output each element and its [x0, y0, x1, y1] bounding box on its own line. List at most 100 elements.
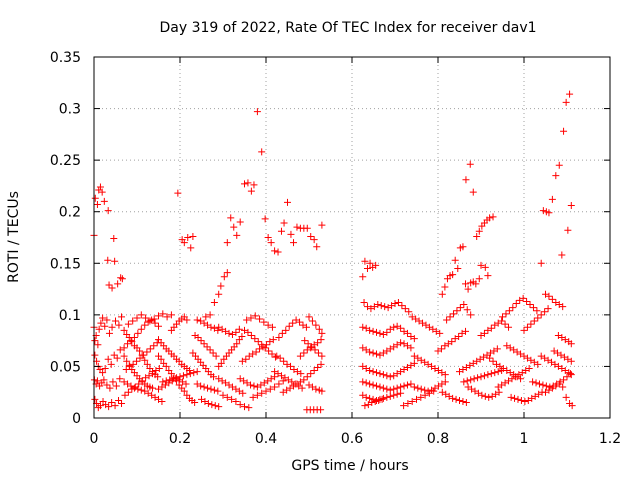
- data-point: [120, 344, 128, 352]
- data-point: [130, 334, 138, 342]
- data-point: [462, 176, 470, 184]
- data-point: [391, 300, 399, 308]
- y-tick-label: 0.3: [59, 102, 81, 118]
- axis-ticks: 0 0.2 0.4 0.6 0.8 1 1.2 0 0.05 0.1 0.15 0.2 0.25 0.3 0…: [50, 50, 621, 447]
- data-point: [151, 319, 159, 327]
- data-point: [186, 370, 194, 378]
- x-tick-label: 0: [90, 431, 99, 447]
- data-point: [249, 393, 257, 401]
- data-point: [304, 340, 312, 348]
- data-point: [155, 364, 163, 372]
- data-point: [142, 314, 150, 322]
- data-point: [265, 347, 273, 355]
- data-point: [311, 346, 319, 354]
- data-point: [366, 259, 374, 267]
- data-point: [138, 377, 146, 385]
- data-point: [207, 385, 215, 393]
- data-point: [209, 349, 217, 357]
- data-point: [98, 188, 106, 196]
- data-point: [400, 382, 408, 390]
- data-point: [214, 387, 222, 395]
- data-point: [449, 271, 457, 279]
- data-point: [238, 333, 246, 341]
- data-point: [449, 310, 457, 318]
- data-point: [360, 298, 368, 306]
- data-point: [289, 319, 297, 327]
- data-point: [566, 90, 574, 98]
- data-point: [217, 282, 225, 290]
- data-point: [284, 198, 291, 206]
- data-point: [146, 345, 154, 353]
- data-point: [523, 323, 531, 331]
- data-point: [91, 395, 99, 403]
- data-point: [437, 345, 445, 353]
- data-point: [452, 395, 460, 403]
- data-point: [91, 351, 99, 359]
- data-points: [90, 90, 576, 414]
- data-point: [159, 310, 167, 318]
- data-point: [230, 223, 238, 231]
- data-point: [228, 395, 236, 403]
- data-point: [293, 223, 301, 231]
- data-point: [261, 215, 269, 223]
- data-point: [480, 372, 488, 380]
- data-point: [509, 304, 517, 312]
- data-point: [477, 261, 485, 269]
- data-point: [366, 380, 374, 388]
- data-point: [478, 391, 486, 399]
- data-point: [363, 264, 371, 272]
- data-point: [366, 394, 374, 402]
- data-point: [541, 308, 549, 316]
- data-point: [313, 243, 321, 251]
- data-point: [202, 313, 210, 321]
- data-point: [131, 383, 139, 391]
- data-point: [537, 311, 545, 319]
- data-point: [136, 347, 144, 355]
- data-point: [260, 318, 268, 326]
- data-point: [110, 351, 118, 359]
- data-point: [398, 302, 406, 310]
- data-point: [191, 399, 199, 407]
- data-point: [307, 370, 315, 378]
- data-point: [507, 393, 515, 401]
- data-point: [210, 373, 218, 381]
- data-point: [317, 336, 325, 344]
- data-point: [555, 380, 563, 388]
- data-point: [460, 301, 468, 309]
- data-point: [225, 329, 233, 337]
- data-point: [403, 381, 411, 389]
- data-point: [462, 399, 470, 407]
- data-point: [393, 384, 401, 392]
- data-point: [517, 396, 525, 404]
- data-point: [373, 369, 381, 377]
- data-point: [307, 344, 315, 352]
- data-point: [264, 234, 272, 241]
- data-point: [115, 321, 123, 329]
- data-point: [376, 383, 384, 391]
- data-point: [115, 396, 123, 404]
- data-point: [533, 307, 541, 315]
- data-point: [525, 364, 533, 372]
- data-point: [114, 280, 122, 288]
- data-point: [485, 393, 493, 401]
- data-point: [394, 298, 402, 306]
- data-point: [302, 323, 310, 331]
- data-point: [290, 239, 298, 247]
- data-point: [454, 264, 462, 272]
- data-point: [297, 370, 305, 378]
- data-point: [204, 400, 212, 408]
- data-point: [301, 337, 309, 345]
- data-point: [484, 272, 492, 280]
- data-point: [137, 311, 145, 319]
- data-point: [118, 400, 126, 408]
- data-point: [455, 333, 463, 341]
- data-point: [223, 239, 231, 247]
- data-point: [128, 338, 136, 346]
- data-point: [245, 404, 253, 412]
- data-point: [183, 371, 191, 379]
- data-point: [141, 356, 149, 364]
- data-point: [194, 334, 202, 342]
- data-point: [421, 391, 429, 399]
- data-point: [233, 340, 241, 348]
- data-point: [155, 322, 162, 330]
